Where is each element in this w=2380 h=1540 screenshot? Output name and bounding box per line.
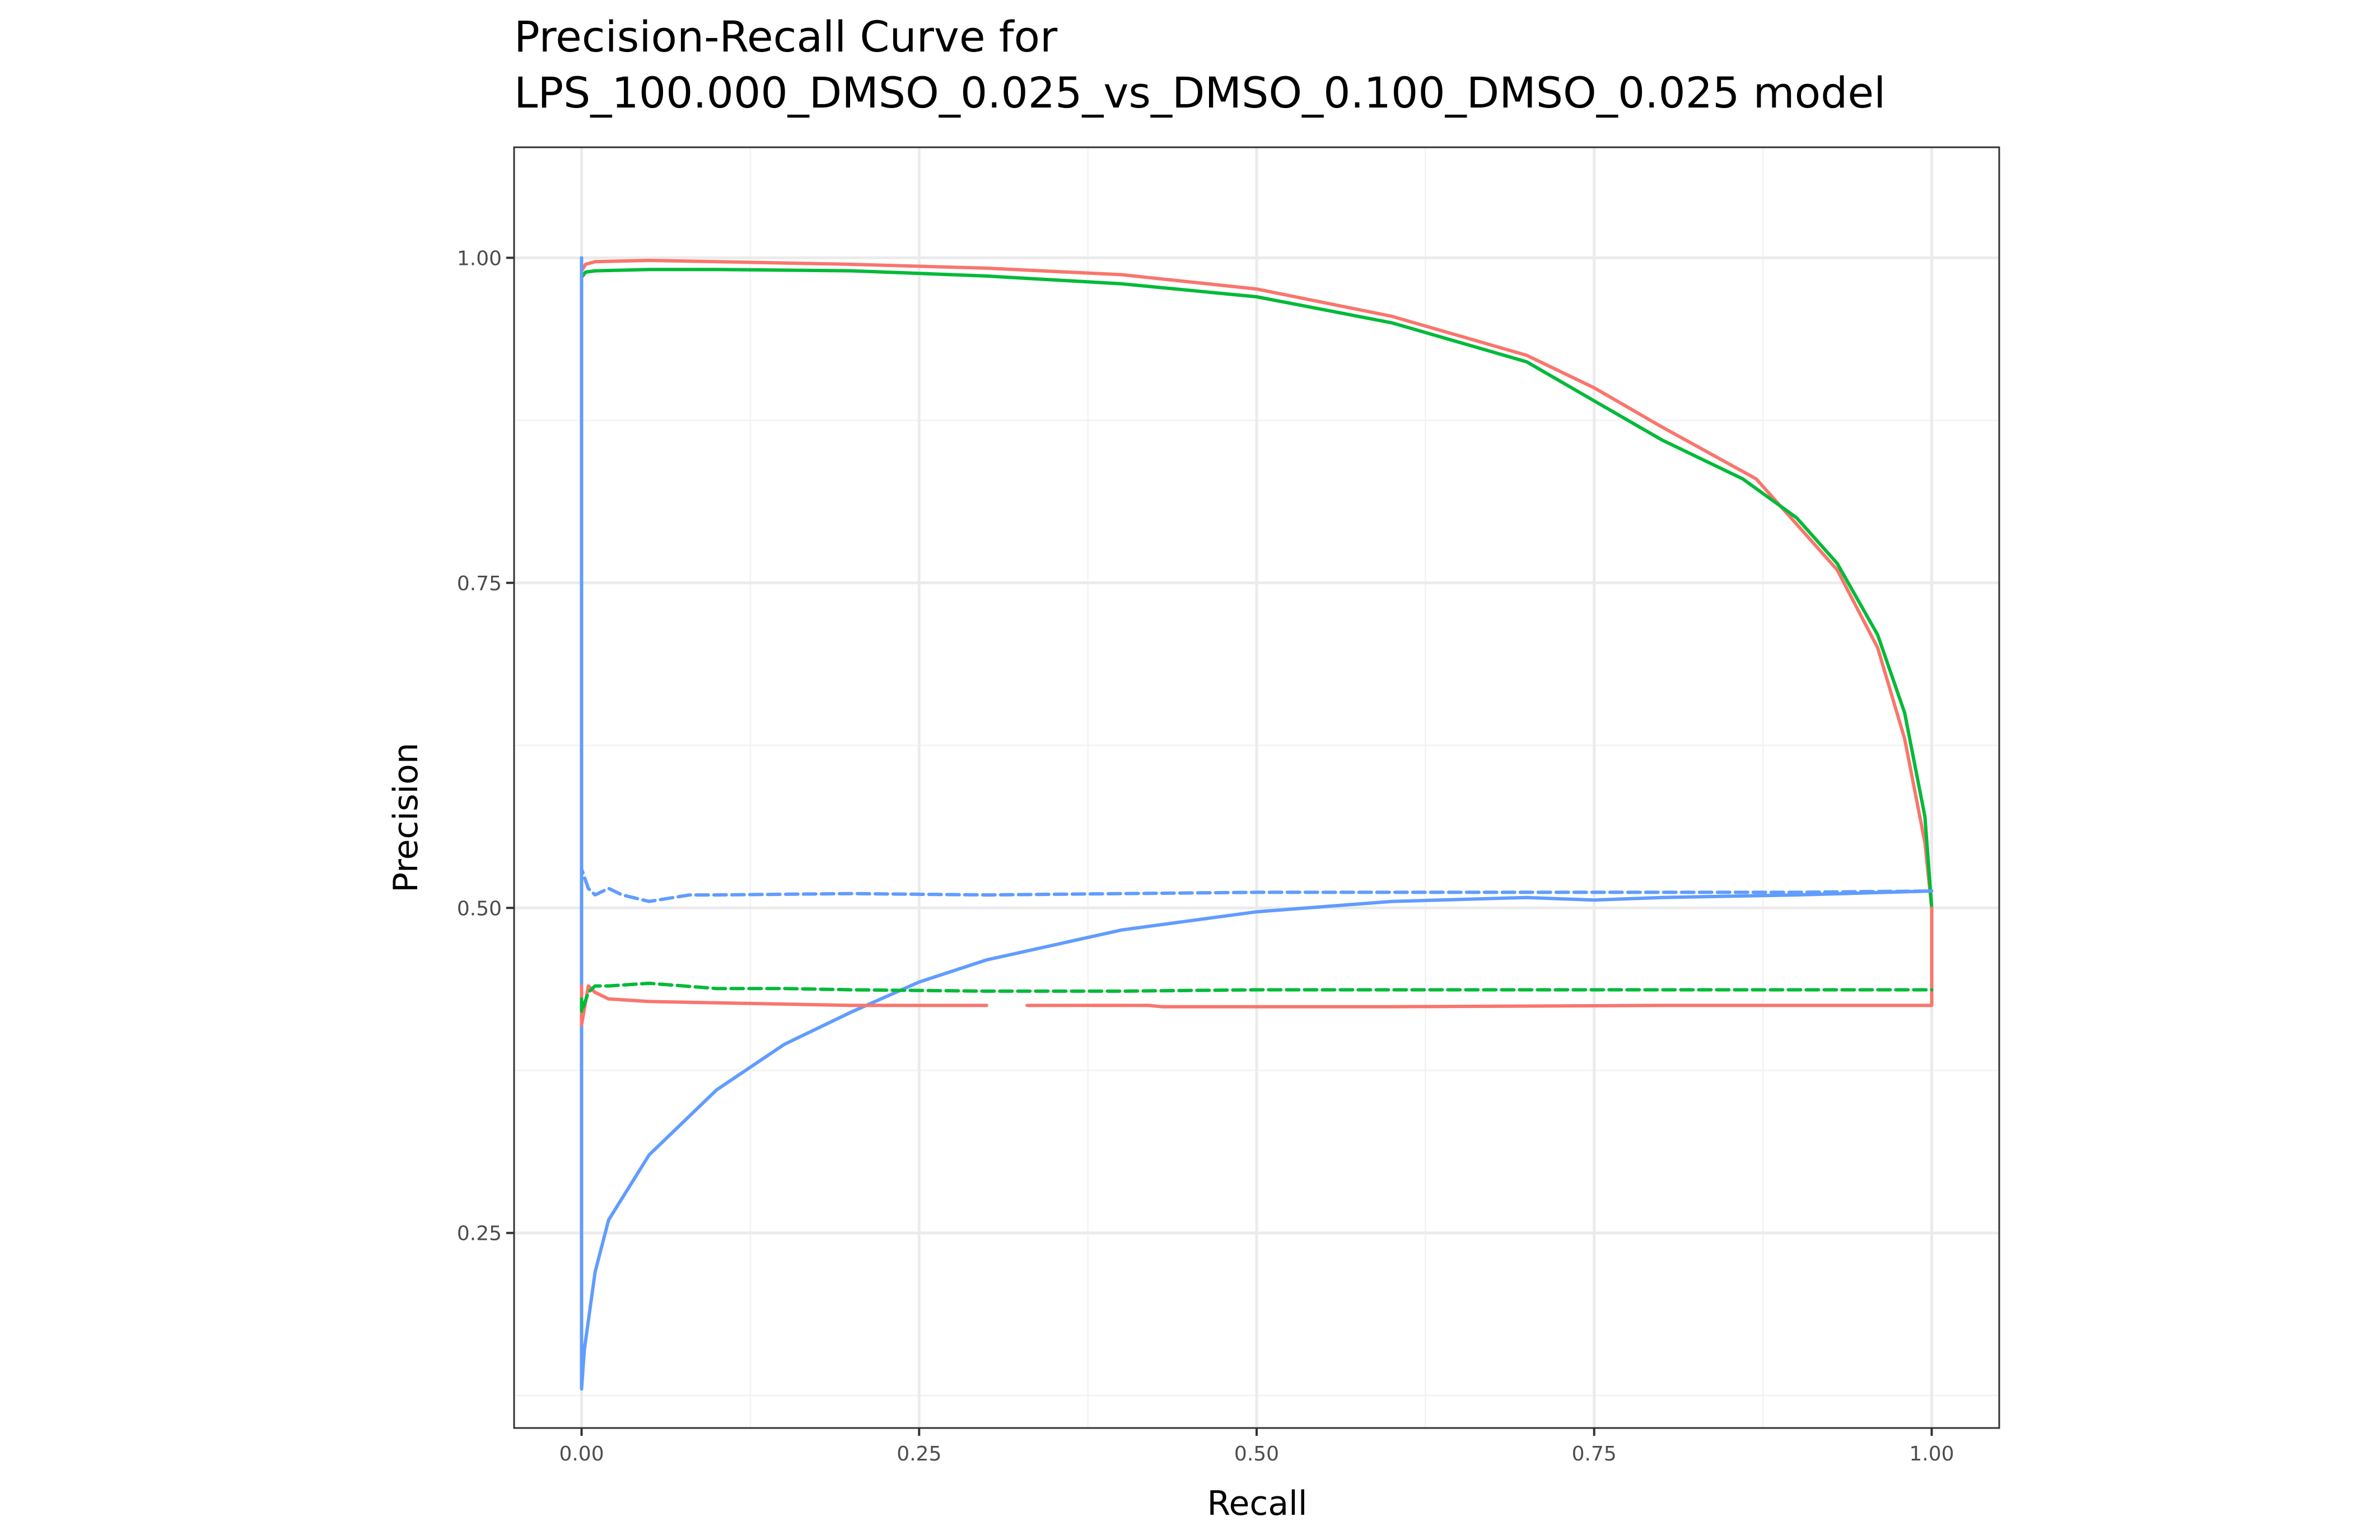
x-axis-label: Recall xyxy=(1207,1484,1307,1523)
x-axis: 0.00 0.25 0.50 0.75 1.00 xyxy=(559,1428,1954,1466)
y-axis-label: Precision xyxy=(386,743,426,893)
x-tick-label: 0.50 xyxy=(1234,1443,1279,1466)
plot-series xyxy=(580,256,1934,1391)
x-tick-label: 0.25 xyxy=(897,1443,941,1466)
series-line-1 xyxy=(580,259,1934,910)
x-tick-label: 0.00 xyxy=(559,1443,604,1466)
x-tick-label: 0.75 xyxy=(1572,1443,1617,1466)
series-line-4 xyxy=(580,906,1934,1027)
chart-title: Precision-Recall Curve for LPS_100.000_D… xyxy=(514,12,1886,118)
series-line-5 xyxy=(580,981,1934,1014)
y-tick-label: 0.75 xyxy=(457,572,502,595)
y-tick-label: 0.25 xyxy=(457,1222,502,1245)
series-line-3 xyxy=(580,256,1934,1391)
plot-grid xyxy=(514,147,1999,1428)
y-tick-label: 0.50 xyxy=(457,897,502,920)
y-tick-label: 1.00 xyxy=(457,247,502,270)
chart-title-line-1: Precision-Recall Curve for xyxy=(514,12,1058,62)
x-tick-label: 1.00 xyxy=(1909,1443,1954,1466)
y-axis: 0.25 0.50 0.75 1.00 xyxy=(457,247,514,1245)
series-line-6 xyxy=(580,867,1934,903)
chart-title-line-2: LPS_100.000_DMSO_0.025_vs_DMSO_0.100_DMS… xyxy=(514,68,1886,118)
series-line-2 xyxy=(580,268,1934,1001)
